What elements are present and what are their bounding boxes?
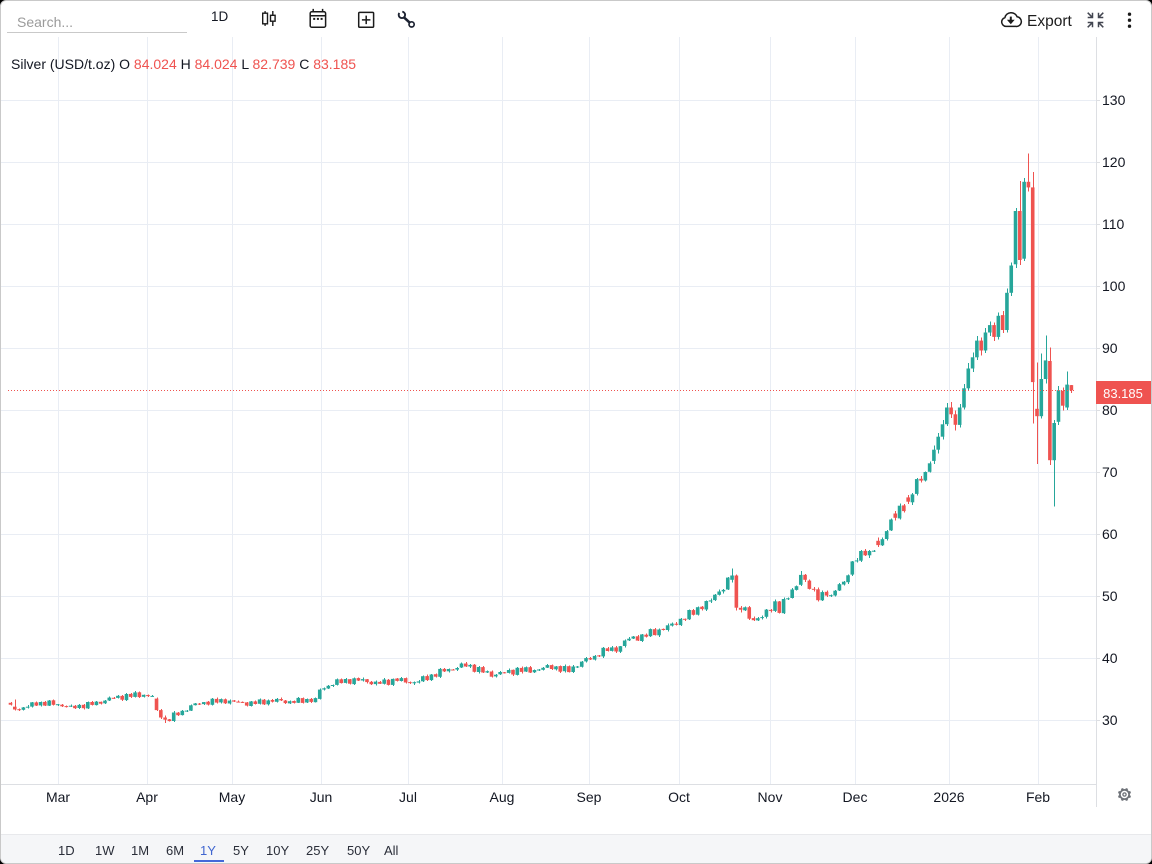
svg-text:Aug: Aug	[490, 789, 515, 805]
svg-text:Feb: Feb	[1026, 789, 1050, 805]
svg-text:80: 80	[1102, 402, 1118, 418]
svg-text:Nov: Nov	[758, 789, 783, 805]
svg-text:May: May	[219, 789, 245, 805]
svg-text:Oct: Oct	[668, 789, 690, 805]
svg-text:60: 60	[1102, 526, 1118, 542]
svg-text:70: 70	[1102, 464, 1118, 480]
svg-text:30: 30	[1102, 712, 1118, 728]
svg-text:Dec: Dec	[843, 789, 868, 805]
svg-text:110: 110	[1102, 216, 1125, 232]
svg-text:100: 100	[1102, 278, 1126, 294]
svg-text:120: 120	[1102, 154, 1126, 170]
svg-text:83.185: 83.185	[1103, 386, 1143, 401]
svg-text:Jul: Jul	[399, 789, 417, 805]
svg-text:Jun: Jun	[310, 789, 333, 805]
svg-text:90: 90	[1102, 340, 1118, 356]
svg-text:50: 50	[1102, 588, 1118, 604]
svg-text:Mar: Mar	[46, 789, 70, 805]
svg-text:Apr: Apr	[136, 789, 158, 805]
svg-text:2026: 2026	[933, 789, 964, 805]
svg-text:40: 40	[1102, 650, 1118, 666]
svg-text:Sep: Sep	[577, 789, 602, 805]
svg-text:130: 130	[1102, 92, 1126, 108]
